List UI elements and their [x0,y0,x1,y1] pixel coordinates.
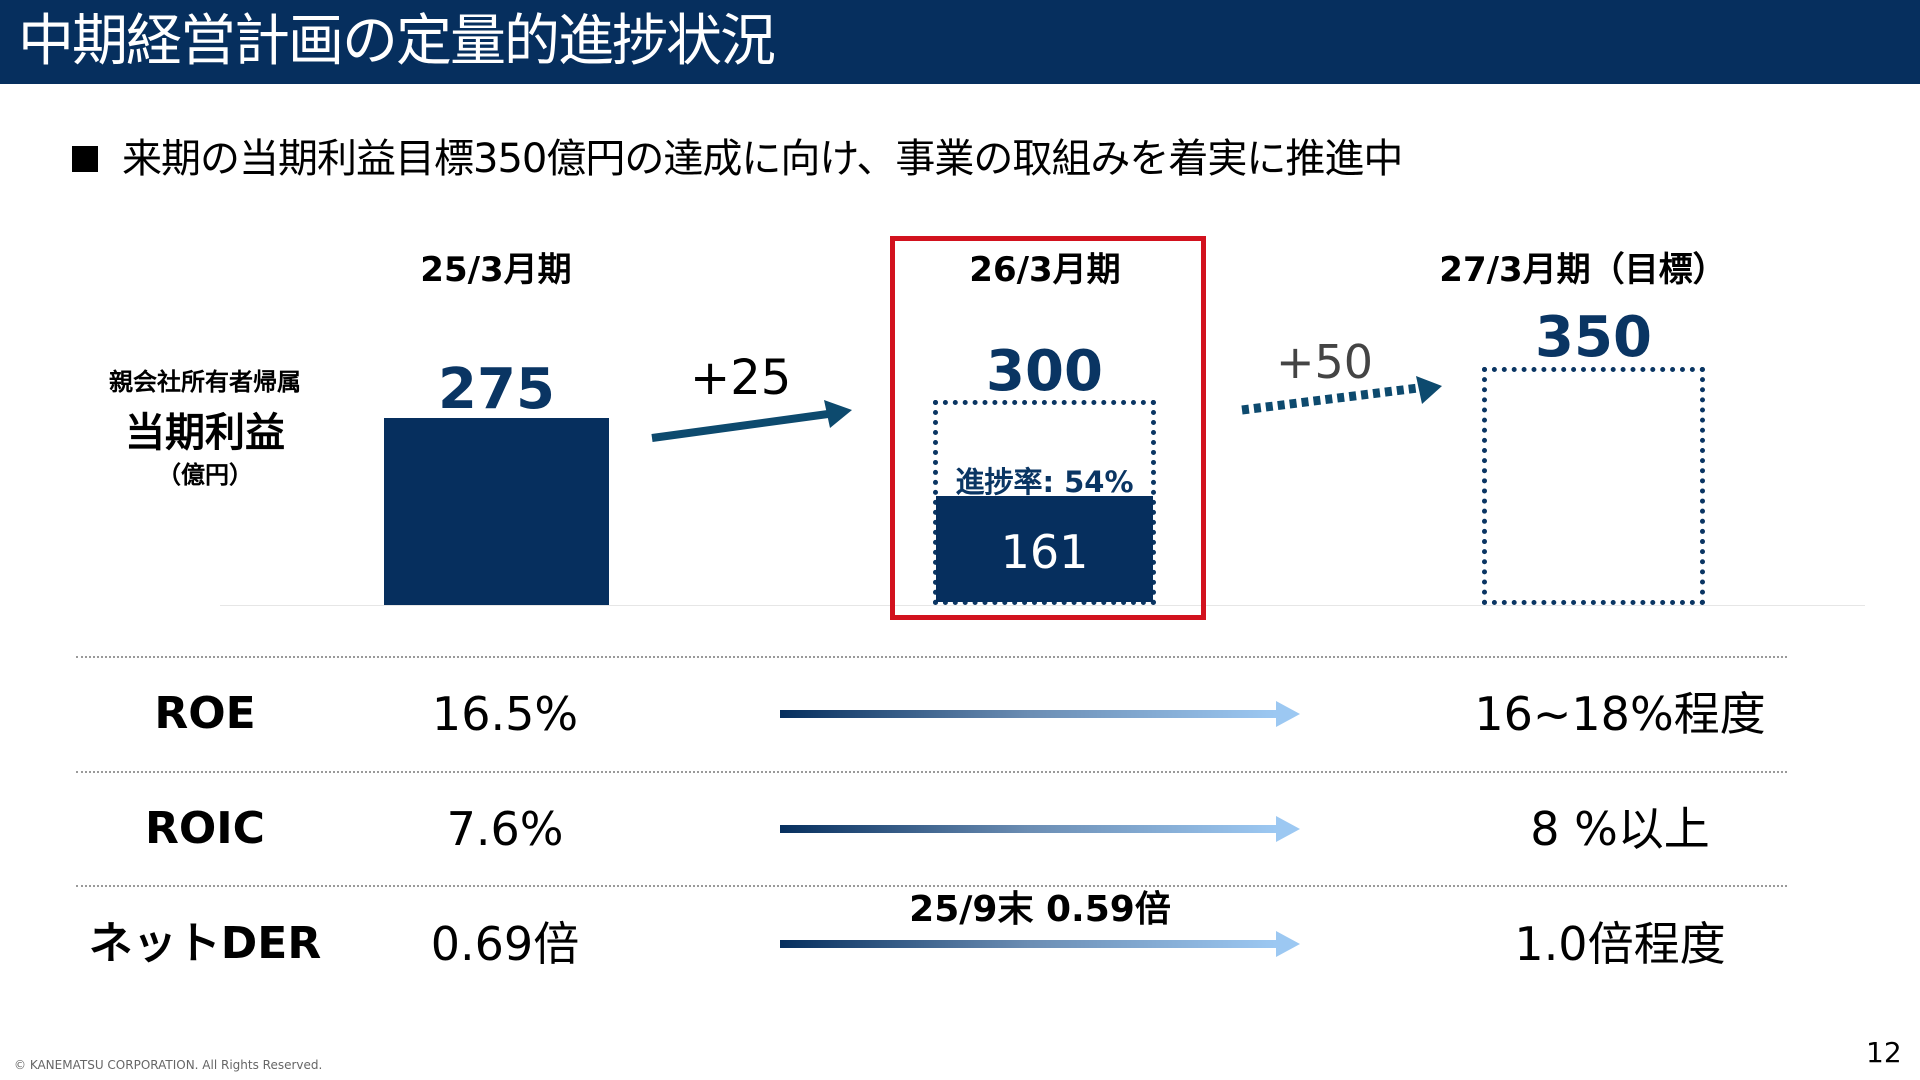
metric-current-roic: 7.6% [446,802,564,856]
bar-value-2703-target: 350 [1535,305,1652,370]
copyright: © KANEMATSU CORPORATION. All Rights Rese… [14,1058,323,1072]
metric-note-net-der: 25/9末 0.59倍 [909,889,1171,930]
metric-label-net-der: ネットDER [88,918,322,969]
metric-target-roe: 16~18%程度 [1474,687,1766,741]
metric-current-net-der: 0.69倍 [430,917,580,971]
bar-value-2503: 275 [438,357,555,422]
subtitle-text: 来期の当期利益目標350億円の達成に向け、事業の取組みを着実に推進中 [122,136,1403,182]
metric-label-roe: ROE [154,688,256,739]
metric-target-roic: 8 %以上 [1530,802,1710,856]
solid-arrow-icon [651,400,852,442]
gradient-arrow-icon [780,931,1300,957]
row-separator [76,771,1787,773]
row-separator [76,656,1787,658]
title-bar [0,0,1920,84]
plan-outline-2603 [933,400,1156,605]
bar-2503 [384,418,609,605]
current-period-highlight [890,236,1206,620]
bar-value-2603: 300 [986,339,1103,404]
metric-target-net-der: 1.0倍程度 [1514,917,1726,971]
actual-value-2603: 161 [1000,525,1089,579]
target-outline-2703 [1482,367,1705,605]
metric-current-roe: 16.5% [431,687,579,741]
increment-label-25: +25 [690,350,792,406]
actual-bar-2603 [936,496,1153,602]
dotted-arrow-icon [1241,376,1442,415]
gradient-arrow-icon [780,701,1300,727]
metric-label-roic: ROIC [145,803,265,854]
progress-rate-label: 進捗率: 54% [955,465,1134,499]
page-title: 中期経営計画の定量的進捗状況 [18,9,776,74]
period-header-2603: 26/3月期 [969,250,1121,290]
increment-label-50: +50 [1276,335,1374,389]
gradient-arrow-icon [780,816,1300,842]
period-header-2703-target: 27/3月期（目標） [1439,250,1727,290]
ylabel-unit: （億円） [157,461,253,489]
period-header-2503: 25/3月期 [420,250,572,290]
ylabel-top: 親会社所有者帰属 [109,368,301,396]
page-number: 12 [1866,1036,1902,1069]
ylabel-main: 当期利益 [125,410,285,456]
chart-baseline [220,605,1865,606]
bullet-square-icon [72,146,98,172]
row-separator [76,885,1787,887]
